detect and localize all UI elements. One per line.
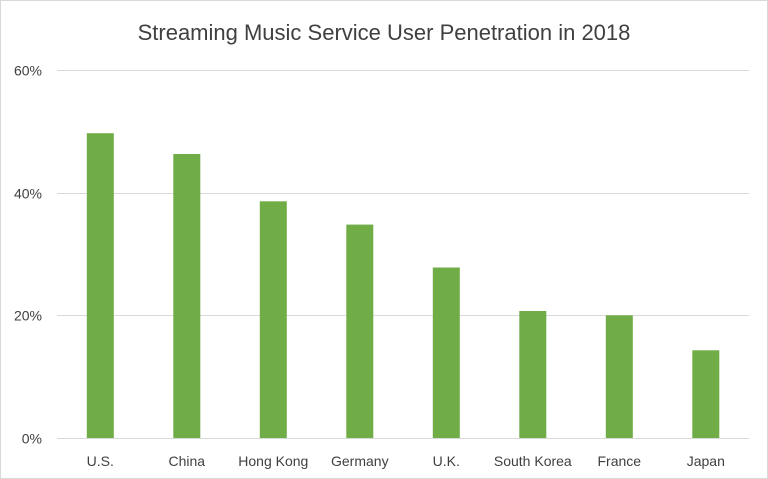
bar	[173, 154, 201, 438]
bar	[519, 311, 547, 438]
x-tick-label: Japan	[687, 453, 725, 469]
bar	[86, 133, 114, 438]
y-tick-label: 60%	[14, 63, 42, 79]
bar	[259, 201, 287, 438]
x-tick-label: France	[598, 453, 642, 469]
y-tick-label: 40%	[14, 186, 42, 202]
y-tick-label: 0%	[22, 431, 42, 447]
y-tick-label: 20%	[14, 308, 42, 324]
x-tick-label: South Korea	[494, 453, 572, 469]
bar	[432, 267, 460, 438]
x-tick-label: China	[169, 453, 206, 469]
x-tick-label: Germany	[331, 453, 389, 469]
x-tick-label: U.K.	[433, 453, 460, 469]
y-axis-ticks: 0% 20% 40% 60%	[14, 63, 42, 447]
bar	[605, 315, 633, 438]
bar	[346, 224, 374, 438]
bars	[86, 133, 720, 438]
gridlines	[57, 70, 749, 439]
x-tick-label: Hong Kong	[238, 453, 308, 469]
bar	[692, 350, 720, 438]
x-axis-ticks: U.S. China Hong Kong Germany U.K. South Korea…	[87, 453, 725, 469]
chart-title: Streaming Music Service User Penetration…	[138, 20, 631, 45]
x-tick-label: U.S.	[87, 453, 114, 469]
